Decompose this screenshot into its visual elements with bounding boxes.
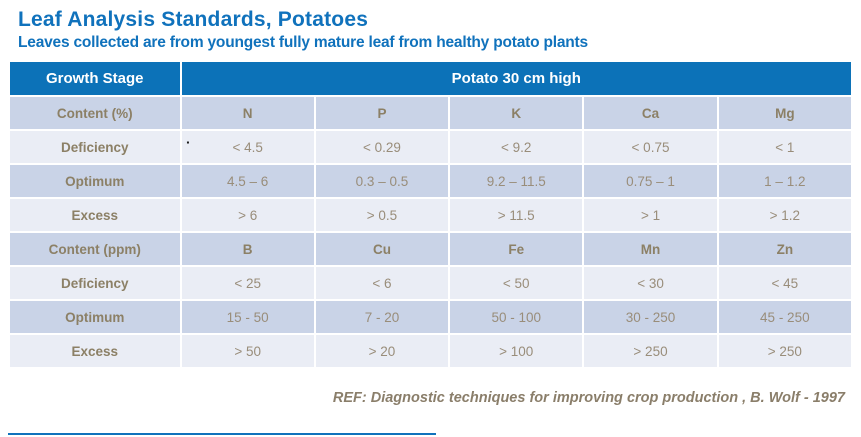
bottom-accent-line: [8, 433, 436, 435]
table-header-row: Growth Stage Potato 30 cm high: [10, 62, 851, 95]
value-text: < 4.5: [232, 139, 263, 155]
element-header-cell-fe: Fe: [450, 233, 583, 265]
row-label-cell: Deficiency: [10, 131, 180, 163]
table-row-optimum-percent: Optimum 4.5 – 6 0.3 – 0.5 9.2 – 11.5 0.7…: [10, 165, 851, 197]
value-cell: < 50: [450, 267, 583, 299]
value-cell: < 45: [718, 267, 851, 299]
value-cell: 0.3 – 0.5: [315, 165, 449, 197]
value-cell: 0.75 – 1: [584, 165, 717, 197]
value-cell: > 6: [181, 199, 314, 231]
page-subtitle: Leaves collected are from youngest fully…: [18, 34, 588, 51]
section-header-row-ppm: Content (ppm) B Cu Fe Mn Zn: [10, 233, 851, 265]
row-label-cell: Optimum: [10, 301, 180, 333]
table-row-deficiency-percent: Deficiency ▪ < 4.5 < 0.29 < 9.2 < 0.75 <…: [10, 131, 851, 163]
table-row-excess-ppm: Excess > 50 > 20 > 100 > 250 > 250: [10, 335, 851, 367]
value-cell: < 25: [181, 267, 314, 299]
value-cell: ▪ < 4.5: [181, 131, 314, 163]
element-header-cell-k: K: [450, 97, 583, 129]
value-cell: > 11.5: [450, 199, 583, 231]
element-header-cell-ca: Ca: [584, 97, 717, 129]
page-title: Leaf Analysis Standards, Potatoes: [18, 8, 369, 31]
value-cell: > 0.5: [315, 199, 449, 231]
value-cell: 1 – 1.2: [718, 165, 851, 197]
leaf-analysis-table: Growth Stage Potato 30 cm high Content (…: [8, 60, 853, 369]
value-cell: 4.5 – 6: [181, 165, 314, 197]
table-row-deficiency-ppm: Deficiency < 25 < 6 < 50 < 30 < 45: [10, 267, 851, 299]
growth-stage-header-cell: Growth Stage: [10, 62, 180, 95]
value-cell: 45 - 250: [718, 301, 851, 333]
value-cell: < 9.2: [450, 131, 583, 163]
element-header-cell-p: P: [315, 97, 449, 129]
element-header-cell-mn: Mn: [584, 233, 717, 265]
row-label-cell: Optimum: [10, 165, 180, 197]
element-header-cell-zn: Zn: [718, 233, 851, 265]
value-cell: > 50: [181, 335, 314, 367]
value-cell: 9.2 – 11.5: [450, 165, 583, 197]
value-cell: > 1: [584, 199, 717, 231]
table-row-optimum-ppm: Optimum 15 - 50 7 - 20 50 - 100 30 - 250…: [10, 301, 851, 333]
value-cell: > 250: [584, 335, 717, 367]
row-label-cell: Excess: [10, 335, 180, 367]
value-cell: 7 - 20: [315, 301, 449, 333]
value-cell: > 20: [315, 335, 449, 367]
value-cell: > 100: [450, 335, 583, 367]
row-label-cell: Excess: [10, 199, 180, 231]
value-cell: < 0.75: [584, 131, 717, 163]
section-header-row-percent: Content (%) N P K Ca Mg: [10, 97, 851, 129]
element-header-cell-mg: Mg: [718, 97, 851, 129]
reference-citation: REF: Diagnostic techniques for improving…: [332, 390, 845, 406]
value-cell: < 1: [718, 131, 851, 163]
crop-header-cell: Potato 30 cm high: [181, 62, 851, 95]
value-cell: > 250: [718, 335, 851, 367]
table-row-excess-percent: Excess > 6 > 0.5 > 11.5 > 1 > 1.2: [10, 199, 851, 231]
section-label-cell: Content (%): [10, 97, 180, 129]
value-cell: > 1.2: [718, 199, 851, 231]
value-cell: < 6: [315, 267, 449, 299]
value-cell: < 0.29: [315, 131, 449, 163]
value-cell: 15 - 50: [181, 301, 314, 333]
stray-bullet: ▪: [186, 138, 190, 147]
value-cell: 50 - 100: [450, 301, 583, 333]
value-cell: 30 - 250: [584, 301, 717, 333]
element-header-cell-b: B: [181, 233, 314, 265]
element-header-cell-cu: Cu: [315, 233, 449, 265]
row-label-cell: Deficiency: [10, 267, 180, 299]
section-label-cell: Content (ppm): [10, 233, 180, 265]
element-header-cell-n: N: [181, 97, 314, 129]
value-cell: < 30: [584, 267, 717, 299]
